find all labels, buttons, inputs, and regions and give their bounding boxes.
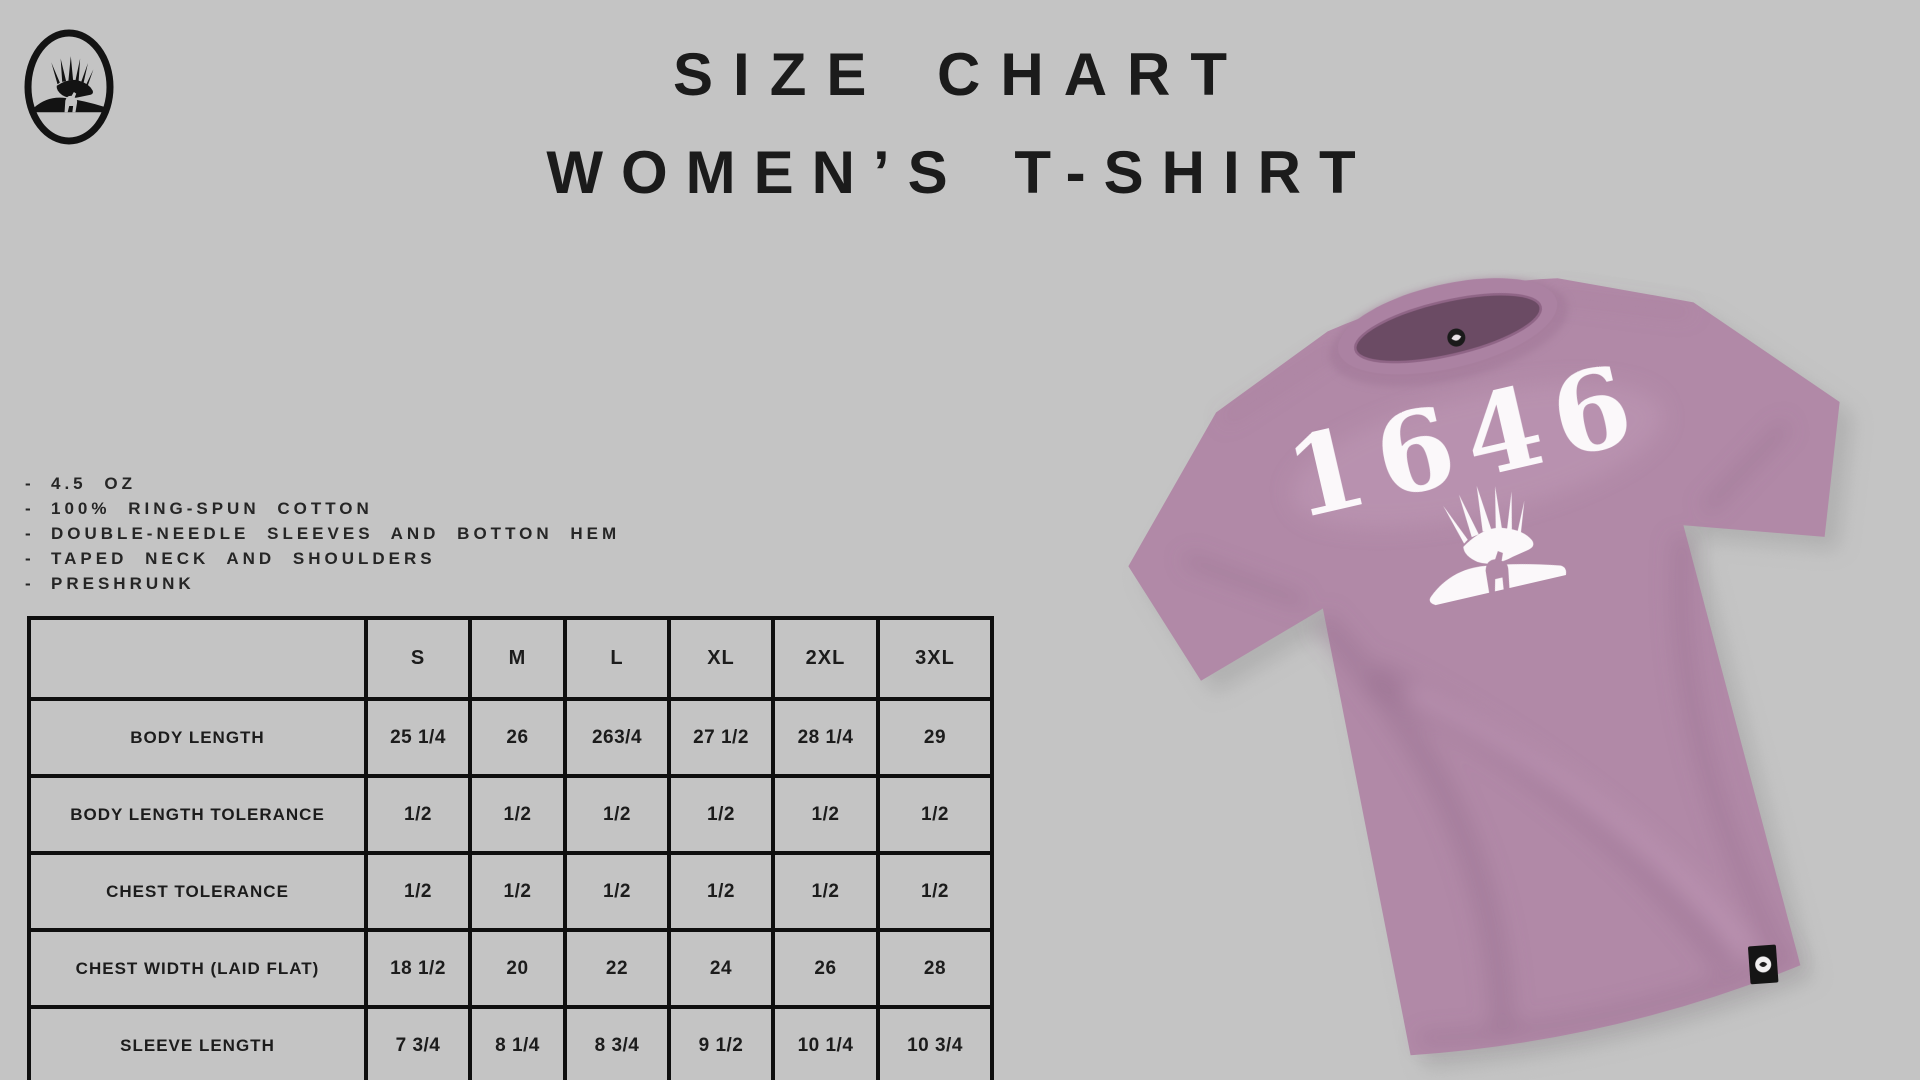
table-cell: 25 1/4 [364, 697, 472, 778]
table-cell: 26 [771, 928, 880, 1009]
row-label: CHEST WIDTH (LAID FLAT) [27, 928, 368, 1009]
feature-item: - DOUBLE-NEEDLE SLEEVES AND BOTTON HEM [25, 524, 620, 549]
collar [1329, 277, 1569, 387]
table-row: BODY LENGTH TOLERANCE 1/2 1/2 1/2 1/2 1/… [27, 774, 994, 855]
bullet-dash: - [25, 474, 35, 493]
table-cell: 20 [468, 928, 567, 1009]
feature-text: 4.5 OZ [51, 474, 136, 493]
table-cell: 18 1/2 [364, 928, 472, 1009]
size-table: S M L XL 2XL 3XL BODY LENGTH 25 1/4 26 2… [27, 616, 994, 1080]
col-header-s: S [364, 616, 472, 701]
feature-text: PRESHRUNK [51, 574, 195, 593]
col-header-m: M [468, 616, 567, 701]
table-cell: 26 [468, 697, 567, 778]
table-cell: 8 3/4 [563, 1005, 671, 1080]
table-corner-cell [27, 616, 368, 701]
feature-text: DOUBLE-NEEDLE SLEEVES AND BOTTON HEM [51, 524, 621, 543]
row-label: CHEST TOLERANCE [27, 851, 368, 932]
bullet-dash: - [25, 524, 35, 543]
table-cell: 22 [563, 928, 671, 1009]
table-cell: 24 [667, 928, 775, 1009]
shirt-body-group: 1646 [1128, 277, 1840, 1056]
table-cell: 10 3/4 [876, 1005, 994, 1080]
shirt-wrinkles [1182, 293, 1797, 1045]
table-cell: 29 [876, 697, 994, 778]
table-cell: 10 1/4 [771, 1005, 880, 1080]
table-cell: 7 3/4 [364, 1005, 472, 1080]
row-label: BODY LENGTH TOLERANCE [27, 774, 368, 855]
table-cell: 1/2 [468, 851, 567, 932]
table-cell: 1/2 [667, 851, 775, 932]
bullet-dash: - [25, 499, 35, 518]
feature-text: TAPED NECK AND SHOULDERS [51, 549, 436, 568]
col-header-2xl: 2XL [771, 616, 880, 701]
hem-tag [1748, 944, 1779, 985]
table-cell: 1/2 [364, 851, 472, 932]
row-label: BODY LENGTH [27, 697, 368, 778]
table-row: CHEST WIDTH (LAID FLAT) 18 1/2 20 22 24 … [27, 928, 994, 1009]
table-row: CHEST TOLERANCE 1/2 1/2 1/2 1/2 1/2 1/2 [27, 851, 994, 932]
table-cell: 28 1/4 [771, 697, 880, 778]
brand-lion-logo-icon [24, 29, 114, 145]
title-womens-tshirt: WOMEN’S T-SHIRT [546, 139, 1374, 206]
hem-tag-logo-icon [1759, 961, 1768, 967]
table-cell: 1/2 [563, 774, 671, 855]
table-cell: 1/2 [364, 774, 472, 855]
feature-item: - PRESHRUNK [25, 574, 620, 599]
table-cell: 1/2 [876, 851, 994, 932]
table-cell: 27 1/2 [667, 697, 775, 778]
table-cell: 263/4 [563, 697, 671, 778]
table-header-row: S M L XL 2XL 3XL [27, 616, 994, 701]
bullet-dash: - [25, 574, 35, 593]
feature-item: - 100% RING-SPUN COTTON [25, 499, 620, 524]
bullet-dash: - [25, 549, 35, 568]
table-cell: 1/2 [771, 851, 880, 932]
table-cell: 1/2 [876, 774, 994, 855]
table-cell: 1/2 [563, 851, 671, 932]
feature-item: - 4.5 OZ [25, 474, 620, 499]
row-label: SLEEVE LENGTH [27, 1005, 368, 1080]
table-row: SLEEVE LENGTH 7 3/4 8 1/4 8 3/4 9 1/2 10… [27, 1005, 994, 1080]
table-cell: 1/2 [771, 774, 880, 855]
table-cell: 9 1/2 [667, 1005, 775, 1080]
feature-item: - TAPED NECK AND SHOULDERS [25, 549, 620, 574]
neck-logo-icon [1447, 328, 1466, 347]
feature-text: 100% RING-SPUN COTTON [51, 499, 373, 518]
title-size-chart: SIZE CHART [673, 41, 1247, 108]
table-cell: 1/2 [468, 774, 567, 855]
col-header-xl: XL [667, 616, 775, 701]
table-cell: 8 1/4 [468, 1005, 567, 1080]
table-cell: 28 [876, 928, 994, 1009]
feature-list: - 4.5 OZ - 100% RING-SPUN COTTON - DOUBL… [25, 474, 620, 599]
tshirt-mockup-image: 1646 [1128, 277, 1853, 1069]
table-cell: 1/2 [667, 774, 775, 855]
col-header-l: L [563, 616, 671, 701]
col-header-3xl: 3XL [876, 616, 994, 701]
table-row: BODY LENGTH 25 1/4 26 263/4 27 1/2 28 1/… [27, 697, 994, 778]
